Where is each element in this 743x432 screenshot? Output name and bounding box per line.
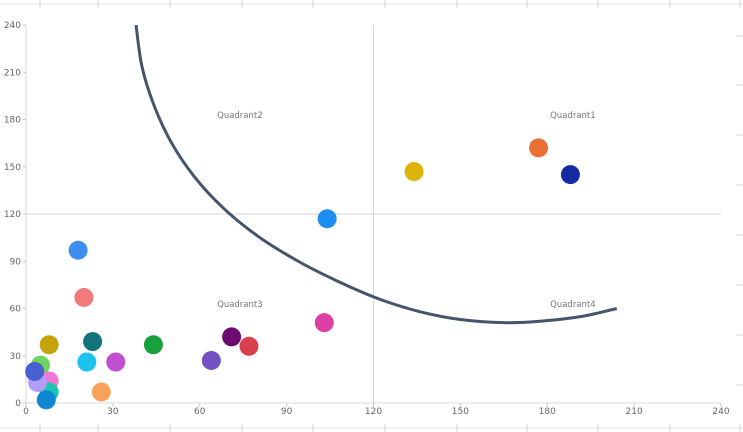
data-point-2 <box>560 165 580 185</box>
data-point-15 <box>77 352 97 372</box>
x-tick-label: 30 <box>107 407 119 417</box>
data-point-9 <box>239 336 259 356</box>
y-tick-label: 180 <box>4 116 21 126</box>
data-point-3 <box>404 161 424 181</box>
data-point-11 <box>143 335 163 355</box>
quadrant-label: Quadrant2 <box>217 111 263 121</box>
y-tick-label: 120 <box>4 210 21 220</box>
x-tick-label: 90 <box>281 407 293 417</box>
data-point-7 <box>314 313 334 333</box>
quadrant-label: Quadrant3 <box>217 300 263 310</box>
x-tick-label: 150 <box>452 407 469 417</box>
quadrant-label: Quadrant4 <box>550 300 596 310</box>
data-point-6 <box>74 287 94 307</box>
quadrant-label: Quadrant1 <box>550 111 596 121</box>
y-tick-label: 240 <box>4 21 21 31</box>
y-tick-label: 90 <box>10 257 22 267</box>
x-tick-label: 60 <box>194 407 206 417</box>
y-tick-label: 60 <box>10 305 22 315</box>
y-tick-label: 0 <box>15 399 21 409</box>
data-point-21 <box>25 362 45 381</box>
data-point-10 <box>201 350 221 370</box>
y-tick-label: 150 <box>4 163 21 173</box>
x-tick-label: 240 <box>712 407 729 417</box>
data-point-4 <box>317 209 337 229</box>
data-point-13 <box>39 335 59 355</box>
data-point-1 <box>529 138 549 158</box>
x-tick-label: 120 <box>365 407 382 417</box>
data-point-12 <box>83 332 103 352</box>
data-point-22 <box>36 390 56 410</box>
data-point-16 <box>91 382 111 402</box>
y-tick-label: 30 <box>10 352 22 362</box>
data-point-8 <box>222 327 242 347</box>
data-point-5 <box>68 240 88 260</box>
x-tick-label: 0 <box>23 407 29 417</box>
trend-curve <box>134 25 618 325</box>
data-point-14 <box>106 352 126 372</box>
y-tick-label: 210 <box>4 68 21 78</box>
x-tick-label: 180 <box>539 407 556 417</box>
x-tick-label: 210 <box>626 407 643 417</box>
